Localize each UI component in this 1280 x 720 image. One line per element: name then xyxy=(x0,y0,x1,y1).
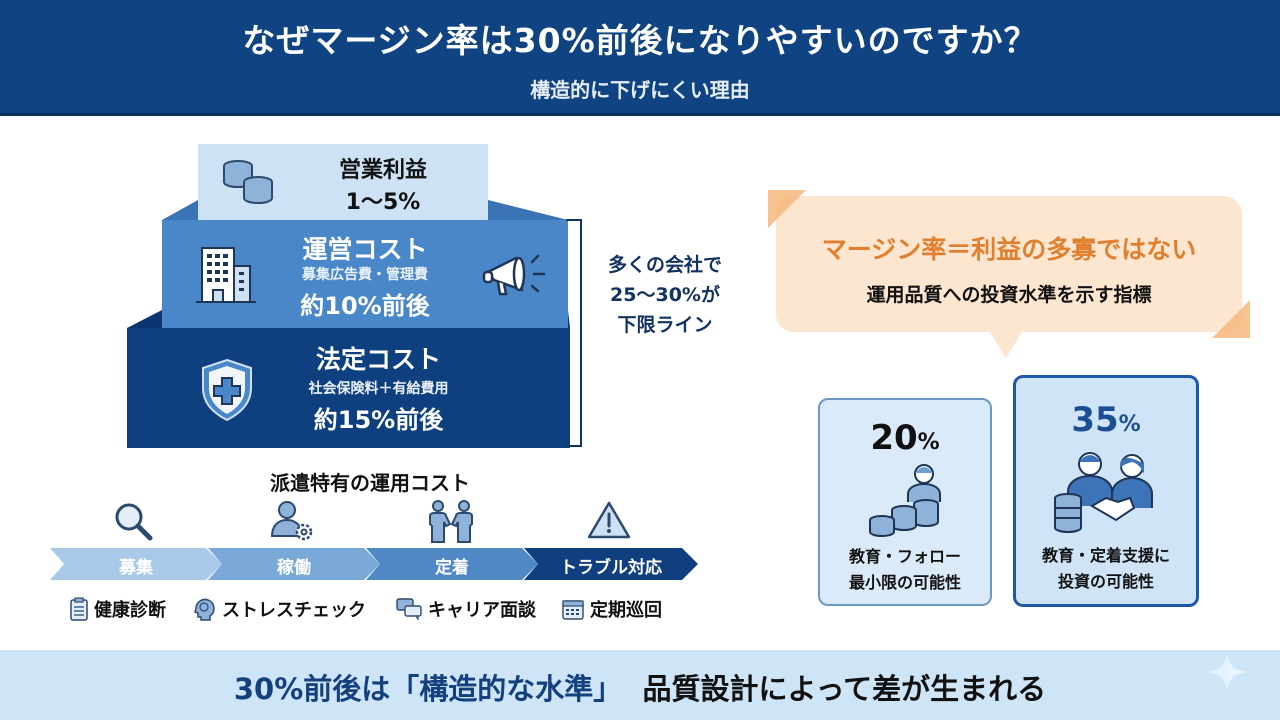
footer-accent: 30%前後は「構造的な水準」 xyxy=(233,672,623,706)
page-subtitle: 構造的に下げにくい理由 xyxy=(530,78,750,102)
footer-message: 30%前後は「構造的な水準」 品質設計によって差が生まれる xyxy=(0,666,1280,708)
tag-label: 健康診断 xyxy=(94,600,166,621)
card-percent: 35% xyxy=(1071,400,1141,440)
tag-career-interview: キャリア面談 xyxy=(396,596,536,622)
tier-operating-profit: 営業利益 1〜5% xyxy=(198,144,488,220)
callout-headline: マージン率＝利益の多寡ではない xyxy=(821,235,1197,264)
card-caption: 教育・定着支援に 投資の可能性 xyxy=(1016,543,1196,595)
cost-bracket xyxy=(566,219,582,447)
warning-icon xyxy=(587,501,631,539)
tier-bottom-shoulder-right xyxy=(568,310,570,328)
corner-accent xyxy=(1212,300,1250,338)
tier-bottom-shoulder-left xyxy=(127,310,162,328)
tier-detail: 社会保険料＋有給費用 xyxy=(308,381,449,397)
tier-value: 約10%前後 xyxy=(300,292,430,320)
coins-icon xyxy=(223,160,273,205)
handshake-people-icon xyxy=(1054,452,1153,534)
page-title: なぜマージン率は30%前後になりやすいのですか？ xyxy=(242,21,1038,60)
calendar-icon xyxy=(562,600,584,620)
tag-label: キャリア面談 xyxy=(428,600,536,621)
chevron-shape xyxy=(366,548,538,580)
card-percent: 20% xyxy=(870,418,940,458)
tier-middle-shoulder-left xyxy=(162,200,198,220)
tier-statutory-cost: 法定コスト 社会保険料＋有給費用 約15%前後 xyxy=(127,328,570,448)
person-coins-icon xyxy=(869,464,941,538)
tier-value: 約15%前後 xyxy=(313,406,444,434)
callout-subline: 運用品質への投資水準を示す指標 xyxy=(866,284,1152,306)
tier-value: 1〜5% xyxy=(345,190,421,215)
building-icon xyxy=(196,247,256,303)
tier-title: 営業利益 xyxy=(338,158,427,183)
chevron-shape xyxy=(208,548,380,580)
brain-head-icon xyxy=(194,598,215,621)
bracket-note-line: 多くの会社で xyxy=(607,254,722,276)
tag-stress-check: ストレスチェック xyxy=(192,596,366,622)
clipboard-icon xyxy=(70,597,88,621)
caption-line: 最小限の可能性 xyxy=(848,573,961,592)
footer-banner: 30%前後は「構造的な水準」 品質設計によって差が生まれる xyxy=(0,650,1280,720)
shield-cross-icon xyxy=(202,358,252,422)
tag-regular-visit: 定期巡回 xyxy=(562,596,662,622)
user-gear-icon xyxy=(270,501,313,541)
process-step-operation: 稼働 xyxy=(208,548,380,580)
process-step-trouble: トラブル対応 xyxy=(524,548,698,580)
bracket-note-line: 25〜30%が xyxy=(610,284,720,306)
tier-title: 運営コスト xyxy=(302,235,428,264)
chevron-shape xyxy=(524,548,698,580)
step-label: 定着 xyxy=(435,558,469,578)
step-label: 稼働 xyxy=(277,558,311,578)
sparkle-icon xyxy=(1207,652,1247,692)
chat-icon xyxy=(396,598,422,620)
process-step-recruit: 募集 xyxy=(50,548,222,580)
caption-line: 投資の可能性 xyxy=(1057,572,1154,591)
header-banner: なぜマージン率は30%前後になりやすいのですか？ 構造的に下げにくい理由 xyxy=(0,0,1280,116)
search-icon xyxy=(115,503,153,541)
card-caption: 教育・フォロー 最小限の可能性 xyxy=(820,544,990,596)
tier-title: 法定コスト xyxy=(315,345,441,374)
step-label: トラブル対応 xyxy=(560,558,662,578)
process-step-retention: 定着 xyxy=(366,548,538,580)
bracket-note-line: 下限ライン xyxy=(617,314,713,336)
footer-rest: 品質設計によって差が生まれる xyxy=(642,672,1047,706)
caption-line: 教育・定着支援に xyxy=(1041,546,1170,565)
chevron-shape xyxy=(50,548,222,580)
caption-line: 教育・フォロー xyxy=(848,547,961,566)
bracket-note: 多くの会社で 25〜30%が 下限ライン xyxy=(590,250,740,340)
tag-label: 定期巡回 xyxy=(590,600,662,621)
callout-bubble: マージン率＝利益の多寡ではない 運用品質への投資水準を示す指標 xyxy=(768,190,1250,358)
tier-detail: 募集広告費・管理費 xyxy=(302,267,428,283)
corner-accent xyxy=(768,190,806,228)
tier-operating-cost: 運営コスト 募集広告費・管理費 約10%前後 xyxy=(162,220,568,328)
margin-card-20: 20% 教育・フォロー 最小限の可能性 xyxy=(818,398,992,606)
margin-card-35: 35% 教育・定着支援に 投資の可能性 xyxy=(1013,375,1199,607)
megaphone-icon xyxy=(482,254,546,296)
tier-middle-shoulder-right xyxy=(488,200,568,220)
two-people-icon xyxy=(429,500,473,543)
process-title: 派遣特有の運用コスト xyxy=(270,471,470,495)
step-label: 募集 xyxy=(119,558,153,578)
tag-health-check: 健康診断 xyxy=(70,596,166,622)
tag-label: ストレスチェック xyxy=(222,600,366,621)
